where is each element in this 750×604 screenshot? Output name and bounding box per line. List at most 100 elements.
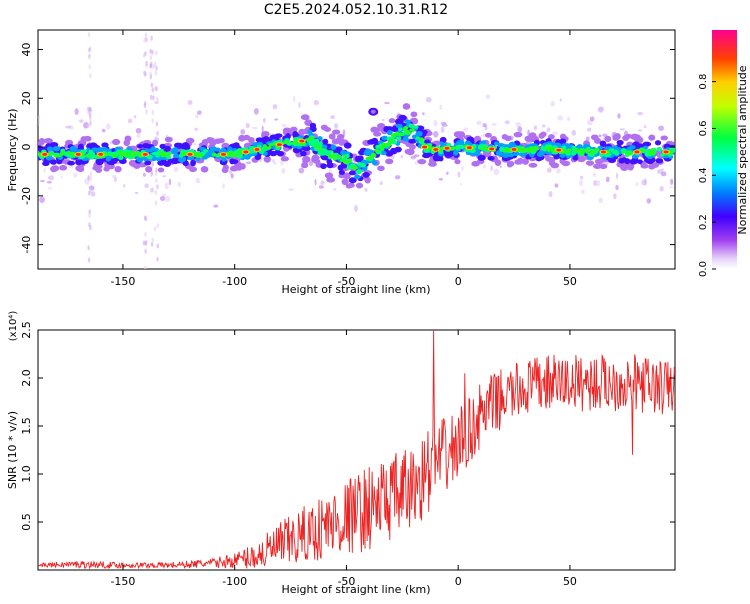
spectral-band	[428, 146, 433, 151]
spectral-speck	[330, 115, 335, 120]
spectral-band	[594, 148, 600, 152]
spectral-band	[513, 131, 523, 138]
spectral-speck	[552, 131, 559, 135]
spectral-speck	[433, 131, 439, 138]
spectral-streak	[154, 70, 157, 76]
spectral-band	[167, 152, 172, 156]
spectral-speck	[46, 181, 52, 184]
spectral-streak	[154, 200, 158, 206]
spectral-speck	[422, 112, 425, 116]
spectral-speck	[60, 176, 63, 179]
spectral-band	[572, 155, 579, 161]
spectral-speck	[229, 169, 232, 175]
spectrogram-panel: -150 -100 -50 0 50 -40 -20 0 20 40 Height of str…	[6, 29, 676, 296]
spectral-speck	[646, 198, 652, 204]
spectral-speck	[354, 205, 358, 212]
spectral-band	[157, 167, 165, 173]
spectral-streak	[156, 96, 159, 102]
spectral-band	[477, 146, 483, 150]
spectral-band	[90, 142, 98, 149]
spectral-band	[85, 154, 91, 158]
spectral-band	[391, 136, 395, 142]
spectral-speck	[555, 168, 561, 174]
spectral-speck	[557, 115, 564, 121]
spectral-speck	[298, 102, 301, 109]
y-tick-label: -20	[20, 187, 33, 205]
spectral-band	[553, 153, 560, 160]
spectral-speck	[318, 185, 325, 189]
spectral-hotspot-core	[444, 146, 450, 150]
spectral-speck	[253, 108, 259, 115]
spectral-speck	[546, 127, 551, 133]
spectral-streak	[88, 209, 91, 215]
spectral-band	[503, 149, 507, 153]
spectral-speck	[222, 183, 225, 189]
spectral-speck	[164, 182, 169, 190]
spectral-streak	[154, 170, 158, 176]
x-tick-label: -150	[110, 275, 135, 288]
spectral-band	[613, 145, 619, 151]
spectral-band	[248, 137, 255, 144]
spectral-band	[483, 146, 487, 150]
spectral-speck	[533, 125, 538, 131]
spectral-band	[42, 161, 50, 167]
spectral-band	[261, 130, 270, 137]
spectral-band	[351, 166, 357, 170]
spectral-band	[493, 141, 499, 146]
spectral-streak	[87, 257, 91, 263]
spectral-band	[428, 161, 437, 167]
spectral-speck	[504, 120, 510, 125]
spectral-streak	[149, 71, 152, 77]
spectral-band	[195, 153, 202, 158]
spectral-band	[559, 153, 566, 158]
spectral-speck	[598, 197, 604, 204]
spectral-speck	[101, 128, 106, 133]
spectral-speck	[38, 114, 41, 121]
colorbar-tick-label: 0.6	[698, 121, 709, 137]
spectral-speck	[597, 106, 604, 113]
spectrogram-y-label: Frequency (Hz)	[6, 109, 19, 192]
spectral-hotspot-core	[221, 152, 227, 156]
spectral-band	[290, 126, 298, 132]
spectral-speck	[68, 165, 75, 169]
spectral-band	[167, 158, 175, 164]
y-tick-label: -40	[20, 236, 33, 254]
spectral-streak	[88, 190, 91, 196]
spectral-band	[388, 139, 392, 145]
spectral-band	[526, 149, 532, 153]
spectral-band	[189, 155, 195, 161]
spectral-speck	[379, 181, 383, 186]
spectral-band	[274, 149, 281, 155]
spectral-band	[114, 165, 122, 173]
spectral-hotspot-core	[299, 139, 305, 143]
spectral-band	[402, 137, 410, 142]
spectral-band	[343, 172, 351, 180]
spectral-speck	[196, 110, 202, 115]
spectral-streak	[151, 49, 154, 55]
spectral-band	[509, 143, 518, 148]
spectral-band	[533, 145, 540, 151]
spectral-speck	[73, 173, 78, 178]
spectral-band	[160, 154, 165, 158]
spectral-band	[394, 146, 402, 153]
spectral-band	[484, 132, 492, 138]
spectral-streak	[156, 223, 159, 229]
spectral-speck	[394, 175, 401, 180]
spectral-band	[171, 147, 179, 152]
spectral-speck	[476, 120, 482, 126]
spectral-streak	[87, 175, 90, 181]
spectral-band	[203, 149, 209, 153]
spectral-streak	[154, 86, 157, 92]
spectral-speck	[48, 175, 54, 181]
spectral-speck	[491, 122, 497, 126]
spectral-streak	[88, 47, 91, 53]
spectral-band	[282, 141, 287, 145]
spectral-band	[572, 150, 577, 156]
snr-y-ticks: 0.5 1.0 1.5 2.0 2.5	[20, 321, 675, 531]
spectral-speck	[38, 119, 40, 126]
spectral-speck	[65, 125, 72, 129]
spectral-streak	[150, 61, 153, 67]
y-tick-label: 40	[20, 43, 33, 57]
spectral-speck	[605, 176, 610, 183]
spectral-band	[432, 154, 440, 160]
